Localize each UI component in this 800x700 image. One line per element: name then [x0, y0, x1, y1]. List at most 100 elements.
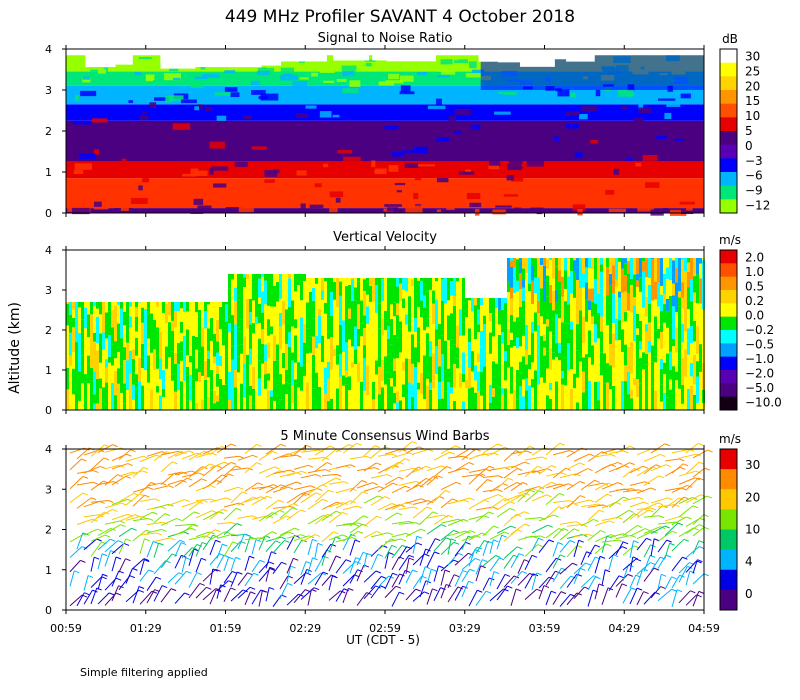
- vv-cell: [291, 360, 294, 386]
- vv-cell: [381, 335, 384, 360]
- vv-cell: [672, 283, 675, 296]
- vv-cell: [504, 298, 507, 304]
- vv-cell: [348, 318, 351, 340]
- vv-cell: [612, 265, 615, 294]
- vv-cell: [615, 349, 618, 374]
- vv-cell: [528, 291, 531, 320]
- vv-cell: [105, 338, 108, 360]
- vv-cell: [453, 344, 456, 364]
- snr-blotch: [216, 115, 227, 121]
- vv-cell: [177, 302, 180, 312]
- vv-cell: [132, 349, 135, 360]
- vv-cell: [555, 258, 558, 267]
- vv-cell: [198, 309, 201, 317]
- wind-barb: [552, 467, 566, 479]
- wind-barb-flag: [703, 573, 710, 577]
- vv-cell: [72, 327, 75, 343]
- wind-barb: [496, 508, 511, 518]
- vv-cell: [513, 345, 516, 361]
- vv-cell: [180, 302, 183, 309]
- vv-cell: [681, 342, 684, 359]
- vv-cell: [105, 367, 108, 383]
- vv-cell: [486, 298, 489, 311]
- snr-blotch: [209, 141, 225, 149]
- wind-barb: [454, 448, 471, 458]
- snr-blotch: [190, 85, 204, 88]
- vv-cell: [357, 381, 360, 395]
- wind-barb-flag: [236, 523, 242, 526]
- vv-cell: [678, 273, 681, 292]
- wind-barb-flag: [307, 464, 314, 468]
- vv-cell: [663, 374, 666, 394]
- wind-barb: [384, 476, 399, 486]
- vv-cell: [693, 302, 696, 321]
- vv-cell: [318, 308, 321, 316]
- wind-barb: [685, 442, 699, 454]
- wind-barb: [223, 523, 238, 536]
- vv-cell: [255, 307, 258, 317]
- wind-barb: [188, 548, 195, 566]
- wind-barb-flag: [411, 441, 418, 445]
- vv-cell: [690, 376, 693, 386]
- vv-cell: [66, 347, 69, 368]
- wind-barb: [272, 594, 282, 607]
- wind-barb-flag: [559, 483, 566, 487]
- vv-cell: [492, 376, 495, 389]
- vv-cell: [396, 303, 399, 316]
- wind-barb-flag: [622, 533, 629, 537]
- vv-cell: [111, 365, 114, 384]
- vv-cell: [699, 258, 702, 264]
- vv-cell: [210, 390, 213, 410]
- wind-barb-flag: [326, 462, 333, 466]
- vv-cell: [117, 304, 120, 324]
- vv-cell: [615, 401, 618, 410]
- vv-cell: [519, 361, 522, 387]
- wind-barb-flag: [348, 587, 354, 591]
- vv-cell: [243, 287, 246, 314]
- wind-barb-flag: [194, 511, 200, 515]
- vv-cell: [99, 362, 102, 379]
- vv-cell: [213, 363, 216, 391]
- vv-cell: [522, 387, 525, 397]
- vv-cell: [525, 301, 528, 326]
- vv-cell: [636, 334, 639, 359]
- vv-cell: [189, 362, 192, 376]
- wind-barb: [468, 468, 486, 474]
- vv-cell: [603, 383, 606, 410]
- vv-cell: [369, 345, 372, 373]
- snr-blotch: [495, 205, 512, 208]
- wind-barb: [230, 541, 242, 552]
- vv-cell: [399, 283, 402, 302]
- vv-cell: [648, 322, 651, 341]
- wind-barb-flag: [192, 547, 198, 551]
- colorbar-label: 2.0: [745, 250, 764, 264]
- wind-barb: [643, 502, 659, 510]
- vv-cell: [120, 392, 123, 410]
- vv-cell: [651, 386, 654, 410]
- wind-barb: [300, 474, 317, 479]
- vv-cell: [144, 396, 147, 410]
- vv-cell: [372, 330, 375, 358]
- colorbar-label: 0: [745, 139, 753, 153]
- wind-barb: [335, 464, 351, 469]
- vv-cell: [300, 366, 303, 391]
- snr-blotch: [686, 206, 693, 211]
- vv-cell: [591, 258, 594, 270]
- vv-cell: [300, 317, 303, 346]
- wind-barb-flag: [268, 561, 275, 565]
- vv-cell: [336, 298, 339, 307]
- vv-cell: [552, 335, 555, 353]
- vv-cell: [369, 372, 372, 384]
- vv-cell: [618, 258, 621, 262]
- vv-cell: [147, 302, 150, 314]
- vv-cell: [567, 259, 570, 277]
- vv-cell: [273, 274, 276, 286]
- wind-barb: [524, 456, 543, 461]
- vv-cell: [300, 345, 303, 367]
- wind-barb-flag: [532, 573, 539, 577]
- wind-barb: [90, 444, 105, 457]
- colorbar-swatch: [720, 131, 737, 146]
- colorbar-unit: m/s: [719, 432, 741, 446]
- vv-cell: [495, 307, 498, 328]
- wind-barb: [153, 585, 163, 602]
